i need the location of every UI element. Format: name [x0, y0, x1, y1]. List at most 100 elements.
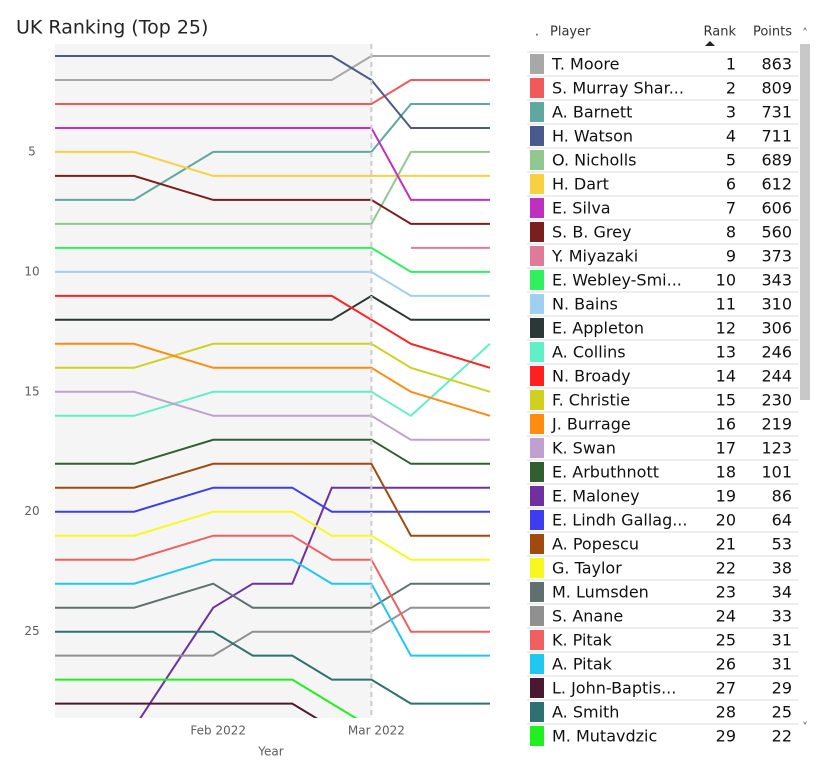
- rank: 24: [716, 607, 736, 626]
- points: 38: [772, 559, 792, 578]
- player-name: E. Arbuthnott: [552, 463, 659, 482]
- color-swatch: [530, 102, 544, 122]
- color-swatch: [530, 174, 544, 194]
- shaded-band: [55, 44, 372, 718]
- player-name: K. Pitak: [552, 631, 612, 650]
- column-header: Points: [753, 25, 792, 40]
- points: 31: [772, 655, 792, 674]
- rank: 8: [726, 223, 736, 242]
- points: 219: [761, 415, 792, 434]
- rank-line: [55, 294, 490, 321]
- color-swatch: [530, 198, 544, 218]
- scroll-down[interactable]: ˅: [802, 721, 808, 735]
- y-tick-label: 15: [24, 384, 39, 398]
- player-name: N. Bains: [552, 295, 618, 314]
- y-tick-label: 10: [24, 264, 39, 278]
- player-name: S. Murray Shar...: [552, 79, 684, 98]
- points: 22: [772, 727, 792, 746]
- color-swatch: [530, 654, 544, 674]
- rank-line: [55, 79, 490, 105]
- rank-line: [55, 606, 490, 657]
- rank-line: [55, 127, 490, 201]
- player-name: E. Silva: [552, 199, 611, 218]
- scrollbar[interactable]: [800, 44, 810, 400]
- player-name: A. Popescu: [552, 535, 639, 554]
- scroll-up[interactable]: ˄: [802, 27, 808, 41]
- points: 31: [772, 631, 792, 650]
- rank: 12: [716, 319, 736, 338]
- points: 711: [761, 127, 792, 146]
- x-tick-label: Feb 2022: [190, 724, 246, 738]
- points: 560: [761, 223, 792, 242]
- rank-line: [55, 55, 490, 129]
- rank: 7: [726, 199, 736, 218]
- rank-line: [55, 534, 490, 633]
- color-swatch: [530, 462, 544, 482]
- rank-line: [55, 510, 490, 561]
- player-name: J. Burrage: [551, 415, 631, 434]
- rank: 28: [716, 703, 736, 722]
- color-swatch: [530, 54, 544, 74]
- y-tick-label: 5: [28, 144, 36, 158]
- color-swatch: [530, 318, 544, 338]
- rank: 16: [716, 415, 736, 434]
- color-swatch: [530, 486, 544, 506]
- rank-line: [55, 246, 490, 273]
- rank: 6: [726, 175, 736, 194]
- color-swatch: [530, 534, 544, 554]
- rank-line: [55, 174, 490, 225]
- points: 809: [761, 79, 792, 98]
- color-swatch: [530, 366, 544, 386]
- color-swatch: [530, 270, 544, 290]
- points: 244: [761, 367, 792, 386]
- color-swatch: [530, 150, 544, 170]
- rank: 25: [716, 631, 736, 650]
- rank-line: [55, 270, 490, 297]
- rank: 19: [716, 487, 736, 506]
- points: 306: [761, 319, 792, 338]
- color-swatch: [530, 414, 544, 434]
- color-swatch: [530, 510, 544, 530]
- rank-line: [55, 343, 491, 418]
- rank: 15: [716, 391, 736, 410]
- rank-line: [55, 678, 358, 718]
- player-name: N. Broady: [552, 367, 631, 386]
- color-swatch: [530, 558, 544, 578]
- rank: 5: [726, 151, 736, 170]
- player-name: K. Swan: [552, 439, 616, 458]
- color-swatch: [530, 222, 544, 242]
- rank-line: [55, 438, 490, 465]
- player-name: A. Barnett: [552, 103, 632, 122]
- rank-line: [55, 486, 490, 513]
- color-swatch: [530, 702, 544, 722]
- color-swatch: [530, 78, 544, 98]
- player-name: Y. Miyazaki: [551, 247, 638, 266]
- points: 33: [772, 607, 792, 626]
- rank-line: [55, 342, 491, 417]
- rank: 17: [716, 439, 736, 458]
- points: 64: [772, 511, 792, 530]
- rank: 23: [716, 583, 736, 602]
- column-header: Player: [550, 25, 591, 40]
- rank-line: [55, 390, 490, 441]
- color-swatch: [530, 726, 544, 746]
- player-name: L. John-Baptis...: [552, 679, 676, 698]
- points: 612: [761, 175, 792, 194]
- rank-line: [139, 486, 490, 718]
- rank: 27: [716, 679, 736, 698]
- points: 101: [761, 463, 792, 482]
- player-name: T. Moore: [551, 55, 620, 74]
- rank-line: [55, 462, 490, 537]
- chart-title: UK Ranking (Top 25): [16, 17, 208, 39]
- rank-line: [55, 150, 490, 177]
- points: 86: [772, 487, 792, 506]
- player-name: E. Webley-Smi...: [552, 271, 682, 290]
- color-swatch: [530, 582, 544, 602]
- points: 29: [772, 679, 792, 698]
- player-name: A. Pitak: [552, 655, 613, 674]
- points: 373: [761, 247, 792, 266]
- rank-line: [55, 294, 491, 369]
- points: 731: [761, 103, 792, 122]
- rank: 10: [716, 271, 736, 290]
